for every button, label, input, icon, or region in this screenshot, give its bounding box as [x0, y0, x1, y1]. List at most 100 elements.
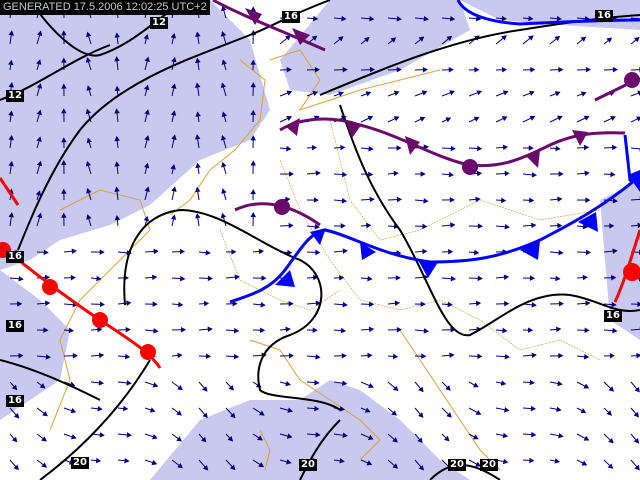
wind-arrow-head-icon: [313, 197, 319, 203]
wind-arrow-head-icon: [364, 407, 371, 413]
wind-arrow-head-icon: [39, 383, 46, 389]
shaded-area-east: [600, 180, 640, 340]
wind-arrow-head-icon: [126, 432, 132, 438]
wind-arrow-head-icon: [448, 248, 454, 255]
cold-front-symbol: [418, 260, 438, 278]
wind-arrow-head-icon: [609, 353, 615, 359]
occluded-front-small: [234, 202, 321, 227]
wind-arrow-head-icon: [45, 354, 51, 360]
wind-arrow-head-icon: [580, 36, 587, 42]
wind-arrow-head-icon: [144, 135, 150, 141]
wind-arrow-head-icon: [152, 382, 159, 388]
wind-arrow-head-icon: [450, 275, 456, 282]
wind-arrow-head-icon: [98, 352, 105, 359]
wind-arrow-head-icon: [228, 384, 234, 391]
wind-arrow-head-icon: [170, 164, 176, 170]
wind-arrow-head-icon: [70, 274, 76, 281]
wind-arrow-head-icon: [580, 408, 587, 413]
isobar-16-east: [339, 104, 640, 337]
wind-arrow-head-icon: [86, 85, 92, 91]
wind-arrow-head-icon: [250, 109, 256, 115]
wind-arrow-head-icon: [636, 352, 640, 359]
wind-arrow-head-icon: [421, 90, 428, 96]
wind-arrow-head-icon: [529, 457, 535, 464]
warm-front-symbol: [140, 344, 156, 360]
shaded-area-northwest: [0, 0, 270, 270]
wind-arrow-head-icon: [342, 301, 348, 308]
wind-arrow-icon: [630, 328, 640, 331]
isobar-label: 20: [448, 459, 466, 471]
wind-arrow-head-icon: [585, 197, 591, 203]
wind-arrow-head-icon: [449, 197, 455, 203]
wind-arrow-head-icon: [423, 198, 429, 204]
wind-arrow-head-icon: [611, 301, 617, 308]
wind-arrow-head-icon: [338, 91, 344, 97]
wind-arrow-head-icon: [98, 380, 105, 386]
wind-arrow-head-icon: [221, 5, 227, 12]
wind-arrow-head-icon: [8, 134, 14, 141]
wind-arrow-head-icon: [634, 386, 640, 393]
cold-front-symbol: [275, 270, 295, 287]
wind-arrow-head-icon: [315, 354, 321, 360]
wind-arrow-head-icon: [36, 136, 42, 143]
wind-arrow-head-icon: [529, 197, 535, 204]
wind-arrow-head-icon: [13, 412, 20, 419]
wind-arrow-head-icon: [96, 275, 102, 282]
wind-arrow-head-icon: [114, 32, 120, 38]
wind-arrow-head-icon: [124, 457, 130, 464]
wind-arrow-head-icon: [99, 301, 106, 308]
wind-arrow-head-icon: [612, 327, 618, 334]
wind-arrow-head-icon: [114, 135, 120, 142]
wind-arrow-head-icon: [177, 462, 183, 469]
wind-arrow-head-icon: [475, 196, 481, 203]
wind-arrow-head-icon: [558, 66, 564, 73]
wind-arrow-head-icon: [581, 460, 588, 466]
wind-arrow-head-icon: [36, 109, 42, 116]
wind-arrow-head-icon: [151, 459, 158, 466]
wind-arrow-head-icon: [86, 187, 92, 194]
wind-arrow-head-icon: [43, 327, 49, 333]
coastlines: [49, 49, 501, 471]
wind-arrow-head-icon: [44, 300, 51, 307]
wind-arrow-head-icon: [315, 170, 321, 176]
wind-arrow-head-icon: [531, 352, 537, 359]
warm-front-northwest: [0, 177, 20, 206]
wind-arrow-head-icon: [633, 437, 640, 444]
wind-arrow-head-icon: [585, 300, 591, 307]
wind-arrow-head-icon: [68, 327, 75, 334]
wind-arrow-head-icon: [152, 274, 158, 281]
occluded-front-symbol: [292, 28, 310, 45]
wind-arrow-icon: [630, 198, 640, 201]
wind-arrow-head-icon: [612, 198, 618, 204]
wind-arrow-head-icon: [367, 352, 373, 359]
wind-arrow-head-icon: [286, 66, 292, 73]
wind-arrow-head-icon: [61, 57, 67, 63]
wind-arrow-head-icon: [531, 172, 537, 178]
wind-arrow-head-icon: [311, 144, 318, 151]
wind-arrow-head-icon: [500, 380, 507, 386]
wind-arrow-head-icon: [449, 90, 456, 96]
wind-arrow-head-icon: [144, 56, 150, 63]
cold-front-symbol: [360, 242, 376, 260]
wind-arrow-head-icon: [70, 407, 77, 414]
isobar-label: 16: [6, 320, 24, 332]
wind-arrow-head-icon: [418, 386, 424, 393]
wind-arrow-head-icon: [634, 464, 640, 471]
wind-arrow-head-icon: [390, 37, 397, 43]
wind-arrow-head-icon: [368, 171, 374, 178]
wind-arrow-head-icon: [339, 458, 345, 464]
warm-front-symbol: [42, 279, 58, 295]
wind-arrow-head-icon: [153, 248, 159, 255]
wind-arrow-head-icon: [529, 379, 535, 386]
wind-arrow-head-icon: [475, 300, 482, 307]
wind-field: [8, 4, 640, 471]
wind-arrow-head-icon: [179, 248, 186, 255]
wind-arrow-head-icon: [313, 274, 319, 281]
wind-arrow-head-icon: [285, 380, 291, 387]
wind-arrow-head-icon: [114, 85, 121, 92]
wind-arrow-head-icon: [365, 91, 372, 97]
wind-arrow-head-icon: [205, 249, 211, 256]
occluded-front-symbol: [274, 199, 290, 215]
wind-arrow-head-icon: [11, 384, 18, 391]
occluded-front-symbol: [462, 159, 478, 175]
